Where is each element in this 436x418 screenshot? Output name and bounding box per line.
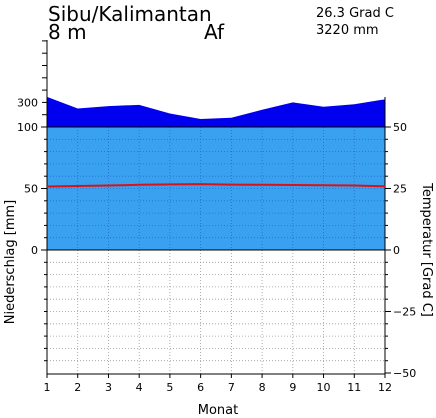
temp-tick-label: −25 xyxy=(393,306,416,319)
precip-tick-label: 100 xyxy=(17,121,38,134)
annual-precipitation: 3220 mm xyxy=(316,23,379,38)
month-tick-label: 5 xyxy=(166,381,173,394)
mean-temperature: 26.3 Grad C xyxy=(316,6,394,21)
month-tick-label: 2 xyxy=(74,381,81,394)
month-tick-label: 11 xyxy=(347,381,361,394)
month-tick-label: 12 xyxy=(378,381,392,394)
temp-tick-label: 50 xyxy=(393,121,407,134)
x-axis-label: Monat xyxy=(198,403,238,418)
month-tick-label: 9 xyxy=(289,381,296,394)
precip-tick-label: 50 xyxy=(24,183,38,196)
month-tick-label: 6 xyxy=(197,381,204,394)
month-tick-label: 8 xyxy=(259,381,266,394)
climate-class: Af xyxy=(204,20,225,44)
precip-tick-label: 0 xyxy=(31,244,38,257)
month-tick-label: 7 xyxy=(228,381,235,394)
month-tick-label: 3 xyxy=(105,381,112,394)
temp-tick-label: 0 xyxy=(393,244,400,257)
y-axis-label-temp: Temperatur [Grad C] xyxy=(419,182,434,317)
precip-tick-label: 300 xyxy=(17,96,38,109)
perhumid-area xyxy=(47,96,385,127)
month-tick-label: 4 xyxy=(136,381,143,394)
y-axis-label-precip: Niederschlag [mm] xyxy=(3,200,18,325)
month-tick-label: 1 xyxy=(44,381,51,394)
temp-tick-label: −50 xyxy=(393,367,416,380)
temperature-line xyxy=(46,183,386,188)
month-tick-label: 10 xyxy=(317,381,331,394)
station-name: Sibu/Kalimantan xyxy=(48,2,212,26)
station-elevation: 8 m xyxy=(48,20,87,44)
temp-tick-label: 25 xyxy=(393,183,407,196)
